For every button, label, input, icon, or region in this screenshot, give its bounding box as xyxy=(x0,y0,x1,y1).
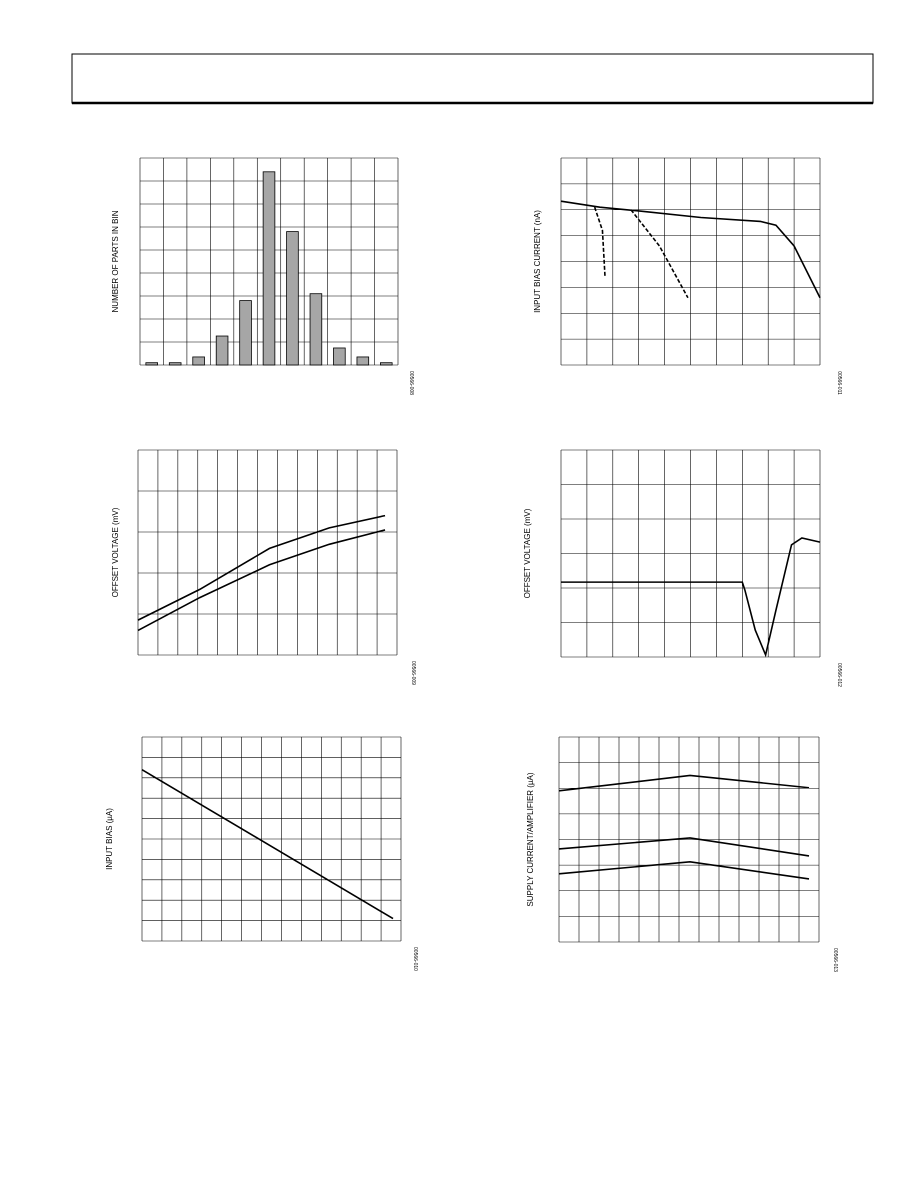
header-box xyxy=(71,53,874,104)
bar xyxy=(309,293,323,366)
line-series xyxy=(137,514,386,621)
y-axis-label: OFFSET VOLTAGE (mV) xyxy=(523,508,532,598)
bar xyxy=(145,362,158,366)
figure-code: 00566-010 xyxy=(412,947,418,971)
line-series xyxy=(137,529,386,632)
bar xyxy=(168,362,182,366)
line-series xyxy=(593,206,606,278)
y-axis-label: SUPPLY CURRENT/AMPLIFIER (µA) xyxy=(526,772,535,906)
y-axis-label: INPUT BIAS CURRENT (nA) xyxy=(533,210,542,313)
bar xyxy=(239,300,252,366)
line-series xyxy=(558,837,810,857)
y-axis-label: INPUT BIAS (µA) xyxy=(105,808,114,870)
figure-code: 00566-008 xyxy=(408,371,414,395)
line-series xyxy=(558,860,810,880)
bar xyxy=(215,335,229,366)
figure-code: 00566-012 xyxy=(836,663,842,687)
line-series xyxy=(141,768,394,920)
bar xyxy=(192,356,205,366)
line-series xyxy=(558,774,810,792)
bar xyxy=(380,362,393,366)
line-series xyxy=(630,209,689,299)
y-axis-label: NUMBER OF PARTS IN BIN xyxy=(111,210,120,312)
figure-code: 00566-013 xyxy=(832,948,838,972)
bar xyxy=(286,231,299,366)
figure-code: 00566-009 xyxy=(410,661,416,685)
bar xyxy=(333,347,346,366)
bar xyxy=(356,356,370,366)
line-series xyxy=(560,200,821,299)
line-series xyxy=(561,537,821,658)
bar xyxy=(262,171,276,366)
figure-code: 00566-011 xyxy=(836,371,842,395)
y-axis-label: OFFSET VOLTAGE (mV) xyxy=(111,507,120,597)
